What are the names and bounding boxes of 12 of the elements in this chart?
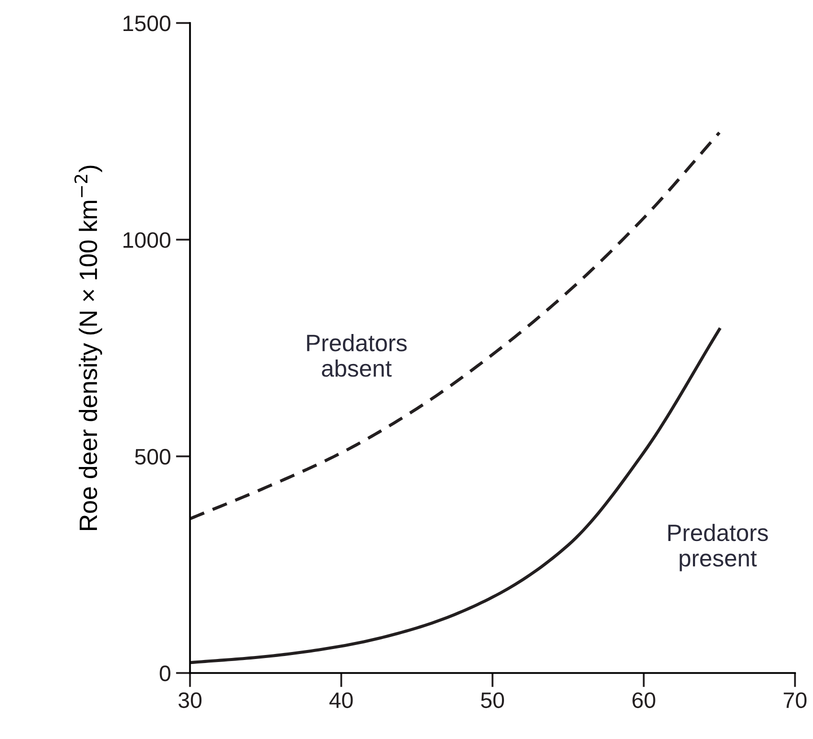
x-tick-label: 30 bbox=[178, 692, 202, 708]
y-tick-label: 500 bbox=[135, 448, 170, 465]
y-tick-label: 0 bbox=[160, 666, 170, 682]
annotation: Predators absent bbox=[307, 334, 407, 377]
x-tick-label: 40 bbox=[329, 692, 353, 708]
y-axis-title: Roe deer density (N × 100 km$^{−2}$) bbox=[74, 166, 102, 530]
x-tick-label: 70 bbox=[784, 692, 806, 708]
x-tick-label: 60 bbox=[632, 692, 656, 708]
y-tick-label: 1500 bbox=[124, 16, 170, 32]
annotation: Predators present bbox=[668, 524, 768, 572]
y-tick-label: 1000 bbox=[124, 232, 170, 248]
x-tick-label: 50 bbox=[481, 692, 504, 708]
